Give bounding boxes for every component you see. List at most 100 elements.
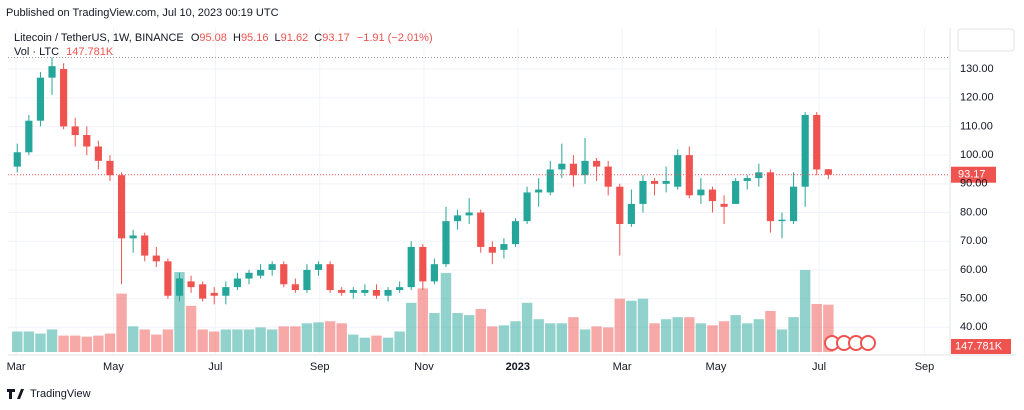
volume-bar	[637, 298, 649, 352]
candle-body	[245, 272, 253, 279]
volume-bar	[730, 315, 741, 352]
x-tick-label: Mar	[613, 361, 632, 373]
volume-layer	[12, 270, 834, 352]
volume-bar	[799, 270, 811, 352]
event-icon[interactable]	[860, 335, 876, 351]
volume-bar	[579, 329, 591, 352]
candle-body	[419, 246, 427, 282]
candle-body	[36, 77, 45, 121]
candle-body	[256, 269, 265, 276]
volume-bar	[348, 334, 359, 352]
volume-label: 147.781K	[955, 340, 1003, 352]
overlay: 93.17 147.781K	[8, 57, 1011, 354]
candle-body	[372, 290, 381, 296]
x-tick-label: Mar	[7, 361, 26, 373]
volume-bar	[568, 317, 579, 352]
volume-bar	[151, 334, 162, 352]
candle-body	[824, 169, 832, 175]
candle-body	[569, 163, 578, 176]
candle-body	[106, 160, 114, 176]
volume-bar	[313, 322, 324, 352]
volume-bar	[243, 329, 255, 352]
volume-bar	[12, 331, 23, 352]
volume-bar	[58, 335, 69, 352]
volume-bar	[290, 326, 301, 352]
candle-body	[129, 235, 137, 239]
symbol: Litecoin / TetherUS, 1W, BINANCE	[14, 32, 184, 44]
candle-body	[94, 146, 102, 161]
volume-bar	[301, 323, 313, 352]
volume-bar	[649, 323, 660, 352]
volume-bar	[684, 317, 695, 352]
volume-bar	[69, 335, 81, 352]
candle-body	[152, 255, 160, 262]
volume-bar	[765, 311, 776, 352]
candle-body	[48, 66, 56, 78]
x-tick-label: 2023	[506, 361, 530, 373]
y-tick-label: 70.00	[960, 235, 988, 247]
volume-bar	[498, 325, 510, 352]
candle-body	[268, 264, 276, 270]
candle-body	[25, 120, 33, 153]
volume-bar	[475, 308, 486, 352]
volume-bar	[417, 288, 429, 352]
candle-body	[674, 155, 682, 187]
footer-logo: TradingView	[7, 388, 91, 400]
candle-body	[314, 264, 323, 270]
h-letter: H	[233, 32, 241, 44]
y-tick-label: 60.00	[960, 264, 988, 276]
volume-bar	[324, 321, 336, 352]
volume-bar	[614, 298, 625, 352]
candle-body	[303, 269, 311, 291]
candle-body	[581, 160, 589, 176]
candle-body	[396, 287, 404, 291]
o-value: 95.08	[199, 32, 227, 44]
candle-body	[743, 178, 751, 181]
candle-body	[83, 135, 91, 147]
axis-button[interactable]	[957, 28, 1015, 52]
y-tick-label: 130.00	[960, 63, 994, 75]
candle-body	[708, 189, 717, 202]
volume-bar	[197, 329, 208, 352]
volume-label-bg	[951, 339, 1011, 354]
volume-bar	[602, 327, 614, 352]
x-tick-label: Nov	[414, 361, 434, 373]
volume-bar	[35, 333, 46, 352]
candle-body	[604, 166, 612, 187]
volume-bar	[823, 304, 834, 352]
candle-body	[766, 172, 774, 222]
candle-body	[175, 278, 184, 296]
volume-bar	[93, 335, 104, 352]
c-value: 93.17	[322, 32, 350, 44]
volume-title: Vol · LTC	[14, 46, 59, 58]
y-tick-label: 120.00	[960, 92, 994, 104]
volume-bar	[742, 323, 753, 352]
y-tick-label: 90.00	[960, 178, 988, 190]
candle-body	[384, 290, 392, 296]
event-icons[interactable]	[824, 335, 876, 351]
candle-body	[349, 290, 357, 293]
candle-body	[291, 284, 299, 291]
candle-body	[338, 290, 346, 293]
change: −1.91 (−2.01%)	[357, 32, 433, 44]
volume-bar	[463, 315, 475, 352]
volume-bar	[162, 329, 174, 352]
y-tick-label: 80.00	[960, 206, 988, 218]
candle-body	[222, 287, 230, 296]
candle-body	[199, 284, 207, 299]
brand: TradingView	[30, 388, 91, 400]
legend-line: Litecoin / TetherUS, 1W, BINANCE O95.08 …	[14, 32, 433, 44]
x-tick-label: Jul	[208, 361, 222, 373]
o-letter: O	[191, 32, 200, 44]
candle-body	[627, 203, 635, 224]
volume-bar	[591, 326, 602, 352]
candle-body	[801, 114, 809, 187]
volume-bar	[406, 302, 417, 352]
x-tick-label: Sep	[310, 361, 330, 373]
candle-body	[593, 160, 601, 167]
candle-body	[650, 180, 659, 184]
candle-body	[164, 261, 172, 296]
h-value: 95.16	[241, 32, 269, 44]
published-line: Published on TradingView.com, Jul 10, 20…	[6, 7, 279, 19]
x-tick-label: Jul	[812, 361, 826, 373]
